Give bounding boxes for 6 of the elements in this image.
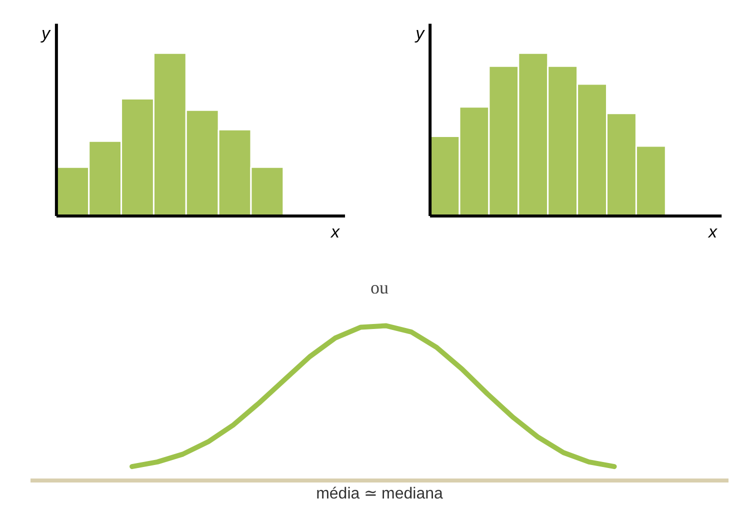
x-axis-title: x [708, 222, 718, 242]
chart-title: ou [370, 278, 388, 298]
x-axis-title: x [330, 222, 340, 242]
x-axis-title: média ≃ mediana [316, 486, 444, 502]
y-axis-title: y [40, 24, 52, 43]
y-axis-title: y [414, 24, 426, 43]
